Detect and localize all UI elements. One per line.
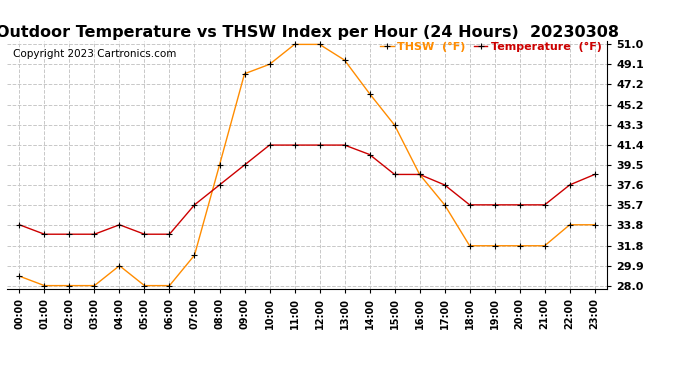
Line: THSW  (°F): THSW (°F) [16, 41, 598, 289]
THSW  (°F) [440, 202, 449, 207]
THSW  (°F) [266, 62, 274, 67]
THSW  (°F) [566, 222, 574, 227]
THSW  (°F) [240, 72, 248, 76]
THSW  (°F) [115, 263, 124, 268]
THSW  (°F) [215, 163, 224, 167]
THSW  (°F) [66, 284, 74, 288]
THSW  (°F) [515, 243, 524, 248]
THSW  (°F) [315, 42, 324, 46]
Temperature  (°F) [90, 232, 99, 237]
Temperature  (°F) [315, 143, 324, 147]
THSW  (°F) [15, 274, 23, 278]
Title: Outdoor Temperature vs THSW Index per Hour (24 Hours)  20230308: Outdoor Temperature vs THSW Index per Ho… [0, 25, 618, 40]
Temperature  (°F) [340, 143, 348, 147]
Temperature  (°F) [166, 232, 174, 237]
Temperature  (°F) [515, 202, 524, 207]
Temperature  (°F) [290, 143, 299, 147]
Temperature  (°F) [591, 172, 599, 177]
Temperature  (°F) [190, 202, 199, 207]
THSW  (°F) [340, 58, 348, 62]
THSW  (°F) [366, 92, 374, 96]
Text: Copyright 2023 Cartronics.com: Copyright 2023 Cartronics.com [13, 49, 176, 58]
THSW  (°F) [391, 123, 399, 128]
THSW  (°F) [140, 284, 148, 288]
Temperature  (°F) [66, 232, 74, 237]
THSW  (°F) [540, 243, 549, 248]
Temperature  (°F) [391, 172, 399, 177]
Temperature  (°F) [240, 163, 248, 167]
THSW  (°F) [40, 284, 48, 288]
THSW  (°F) [290, 42, 299, 46]
Legend: THSW  (°F), Temperature  (°F): THSW (°F), Temperature (°F) [380, 42, 602, 52]
THSW  (°F) [190, 253, 199, 258]
Temperature  (°F) [215, 183, 224, 187]
THSW  (°F) [166, 284, 174, 288]
Temperature  (°F) [266, 143, 274, 147]
Temperature  (°F) [15, 222, 23, 227]
Temperature  (°F) [115, 222, 124, 227]
Line: Temperature  (°F): Temperature (°F) [16, 142, 598, 238]
Temperature  (°F) [40, 232, 48, 237]
Temperature  (°F) [540, 202, 549, 207]
Temperature  (°F) [491, 202, 499, 207]
Temperature  (°F) [466, 202, 474, 207]
Temperature  (°F) [140, 232, 148, 237]
Temperature  (°F) [415, 172, 424, 177]
THSW  (°F) [415, 172, 424, 177]
Temperature  (°F) [566, 183, 574, 187]
Temperature  (°F) [440, 183, 449, 187]
Temperature  (°F) [366, 152, 374, 157]
THSW  (°F) [90, 284, 99, 288]
THSW  (°F) [591, 222, 599, 227]
THSW  (°F) [466, 243, 474, 248]
THSW  (°F) [491, 243, 499, 248]
